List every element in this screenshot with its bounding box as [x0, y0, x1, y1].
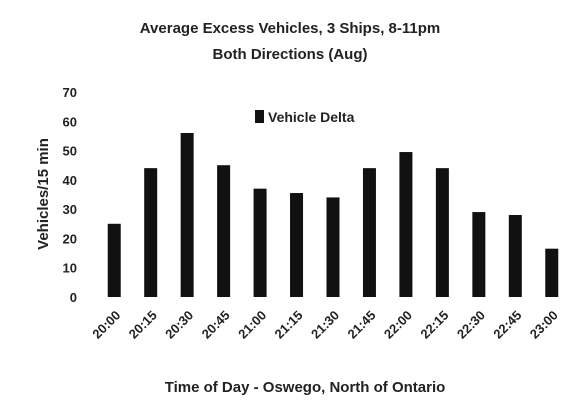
- x-tick-label: 20:30: [162, 308, 196, 342]
- y-tick-label: 40: [63, 173, 77, 188]
- bar-2015: [144, 168, 158, 297]
- x-tick-label: 21:30: [308, 308, 342, 342]
- bar-2100: [253, 188, 267, 297]
- x-tick-label: 20:00: [89, 308, 123, 342]
- x-tick-label: 20:45: [199, 308, 233, 342]
- bar-2045: [217, 165, 231, 297]
- x-tick-label: 20:15: [126, 308, 160, 342]
- x-tick-label: 21:45: [344, 308, 378, 342]
- y-tick-label: 10: [63, 261, 77, 276]
- bar-2145: [362, 168, 376, 297]
- x-tick-label: 22:30: [454, 308, 488, 342]
- bars: [107, 133, 559, 297]
- y-tick-label: 70: [63, 85, 77, 100]
- bar-2200: [399, 152, 413, 297]
- legend-swatch: [255, 110, 264, 123]
- x-tick-label: 22:00: [381, 308, 415, 342]
- x-tick-label: 21:15: [272, 308, 306, 342]
- bar-2245: [508, 215, 522, 297]
- x-tick-label: 23:00: [527, 308, 561, 342]
- y-tick-label: 60: [63, 114, 77, 129]
- y-tick-label: 30: [63, 202, 77, 217]
- legend-label: Vehicle Delta: [268, 109, 355, 125]
- bar-2230: [472, 212, 486, 297]
- legend: Vehicle Delta: [255, 109, 355, 125]
- y-tick-label: 20: [63, 231, 77, 246]
- bar-2215: [435, 168, 449, 297]
- chart-title: Average Excess Vehicles, 3 Ships, 8-11pm: [140, 20, 440, 37]
- y-axis-label: Vehicles/15 min: [35, 138, 52, 250]
- bar-2030: [180, 133, 194, 297]
- x-tick-label: 22:15: [417, 308, 451, 342]
- x-axis-ticks: 20:00 20:15 20:30 20:45 21:00 21:15 21:30 21:45…: [89, 308, 561, 342]
- bar-2115: [290, 193, 304, 297]
- chart-subtitle: Both Directions (Aug): [213, 46, 368, 63]
- bar-2130: [326, 197, 340, 297]
- bar-2000: [107, 223, 121, 297]
- x-tick-label: 22:45: [490, 308, 524, 342]
- x-axis-label: Time of Day - Oswego, North of Ontario: [165, 379, 446, 396]
- bar-2300: [545, 248, 559, 297]
- y-tick-label: 0: [70, 290, 77, 305]
- y-tick-label: 50: [63, 144, 77, 159]
- x-tick-label: 21:00: [235, 308, 269, 342]
- y-axis-ticks: 0 10 20 30 40 50 60 70: [63, 85, 77, 305]
